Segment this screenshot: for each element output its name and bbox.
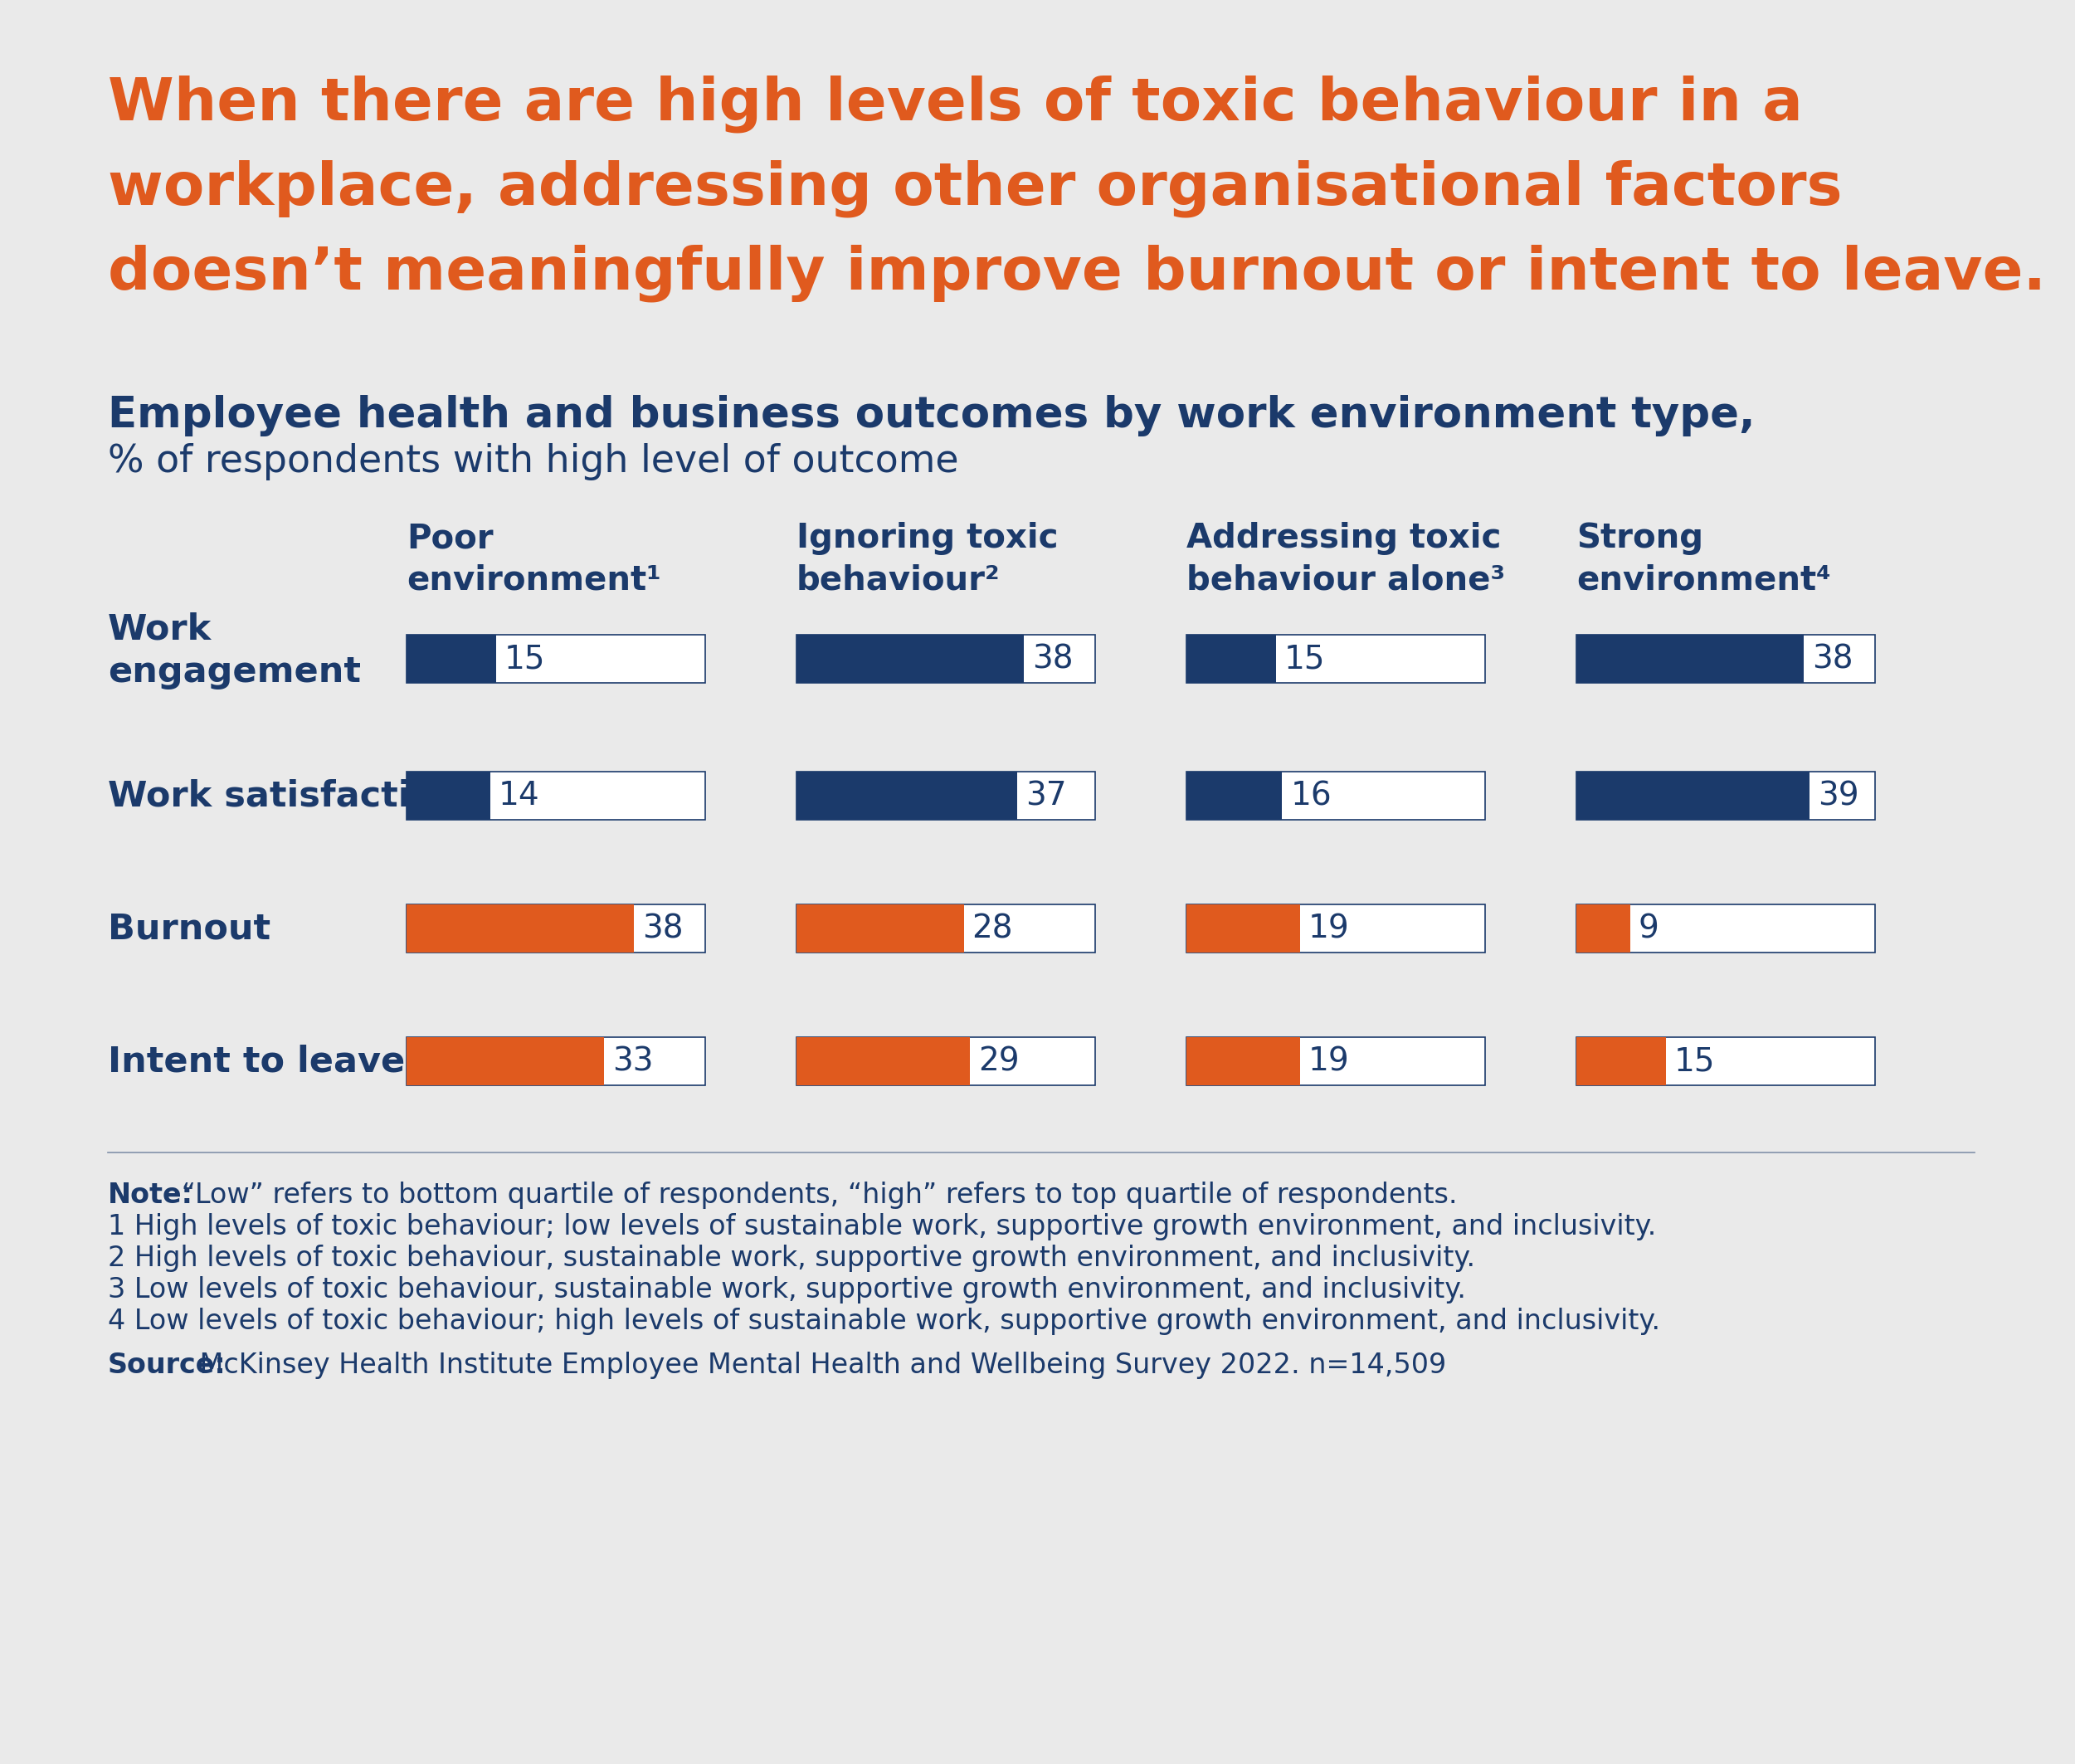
Text: Intent to leave: Intent to leave (108, 1044, 405, 1080)
Text: 38: 38 (1811, 644, 1853, 674)
Text: Ignoring toxic
behaviour²: Ignoring toxic behaviour² (797, 522, 1058, 598)
Text: 1 High levels of toxic behaviour; low levels of sustainable work, supportive gro: 1 High levels of toxic behaviour; low le… (108, 1214, 1656, 1240)
Text: 16: 16 (1291, 780, 1332, 811)
Text: 28: 28 (971, 912, 1013, 944)
Text: 38: 38 (641, 912, 683, 944)
Bar (797, 1037, 969, 1085)
Text: 29: 29 (977, 1046, 1019, 1078)
Text: Work
engagement: Work engagement (108, 612, 361, 690)
Bar (407, 1037, 604, 1085)
Text: 9: 9 (1639, 912, 1660, 944)
Bar (407, 635, 706, 683)
Bar (407, 905, 633, 953)
Bar (1187, 635, 1486, 683)
Text: workplace, addressing other organisational factors: workplace, addressing other organisation… (108, 159, 1843, 217)
Text: 39: 39 (1818, 780, 1859, 811)
Bar (797, 905, 1096, 953)
Text: 4 Low levels of toxic behaviour; high levels of sustainable work, supportive gro: 4 Low levels of toxic behaviour; high le… (108, 1307, 1660, 1335)
Bar (1577, 635, 1876, 683)
Bar (1187, 773, 1486, 820)
Text: 19: 19 (1307, 1046, 1349, 1078)
Text: 19: 19 (1307, 912, 1349, 944)
Text: 3 Low levels of toxic behaviour, sustainable work, supportive growth environment: 3 Low levels of toxic behaviour, sustain… (108, 1275, 1467, 1304)
Text: Burnout: Burnout (108, 912, 270, 946)
Bar (797, 773, 1096, 820)
Bar (1577, 905, 1631, 953)
Text: % of respondents with high level of outcome: % of respondents with high level of outc… (108, 443, 959, 480)
Bar (1187, 905, 1486, 953)
Text: 2 High levels of toxic behaviour, sustainable work, supportive growth environmen: 2 High levels of toxic behaviour, sustai… (108, 1245, 1475, 1272)
Text: Source:: Source: (108, 1351, 226, 1379)
Bar (1577, 773, 1809, 820)
Bar (1577, 635, 1803, 683)
Text: Addressing toxic
behaviour alone³: Addressing toxic behaviour alone³ (1187, 522, 1504, 598)
Text: 15: 15 (1675, 1046, 1716, 1078)
Bar (407, 773, 490, 820)
Text: “Low” refers to bottom quartile of respondents, “high” refers to top quartile of: “Low” refers to bottom quartile of respo… (172, 1182, 1457, 1208)
Text: 33: 33 (612, 1046, 654, 1078)
Bar (797, 905, 963, 953)
Text: 37: 37 (1025, 780, 1067, 811)
Bar (797, 773, 1017, 820)
Bar (407, 773, 706, 820)
Text: 15: 15 (504, 644, 546, 674)
Bar (1577, 773, 1876, 820)
Text: 38: 38 (1031, 644, 1073, 674)
Bar (1577, 1037, 1666, 1085)
Text: Note:: Note: (108, 1182, 193, 1208)
Bar (1577, 1037, 1876, 1085)
Bar (797, 1037, 1096, 1085)
Text: Poor
environment¹: Poor environment¹ (407, 522, 662, 598)
Bar (407, 1037, 706, 1085)
Bar (1187, 773, 1282, 820)
Bar (1187, 905, 1299, 953)
Text: 15: 15 (1284, 644, 1326, 674)
Text: Strong
environment⁴: Strong environment⁴ (1577, 522, 1830, 598)
Text: Employee health and business outcomes by work environment type,: Employee health and business outcomes by… (108, 395, 1755, 436)
Bar (797, 635, 1096, 683)
Text: doesn’t meaningfully improve burnout or intent to leave.: doesn’t meaningfully improve burnout or … (108, 243, 2046, 302)
Text: McKinsey Health Institute Employee Mental Health and Wellbeing Survey 2022. n=14: McKinsey Health Institute Employee Menta… (191, 1351, 1446, 1379)
Bar (407, 635, 496, 683)
Text: 14: 14 (498, 780, 540, 811)
Bar (1187, 1037, 1486, 1085)
Bar (1187, 1037, 1299, 1085)
Text: Work satisfaction: Work satisfaction (108, 778, 461, 813)
Bar (1577, 905, 1876, 953)
Bar (1187, 635, 1276, 683)
Text: When there are high levels of toxic behaviour in a: When there are high levels of toxic beha… (108, 74, 1803, 132)
Bar (797, 635, 1023, 683)
Bar (407, 905, 706, 953)
